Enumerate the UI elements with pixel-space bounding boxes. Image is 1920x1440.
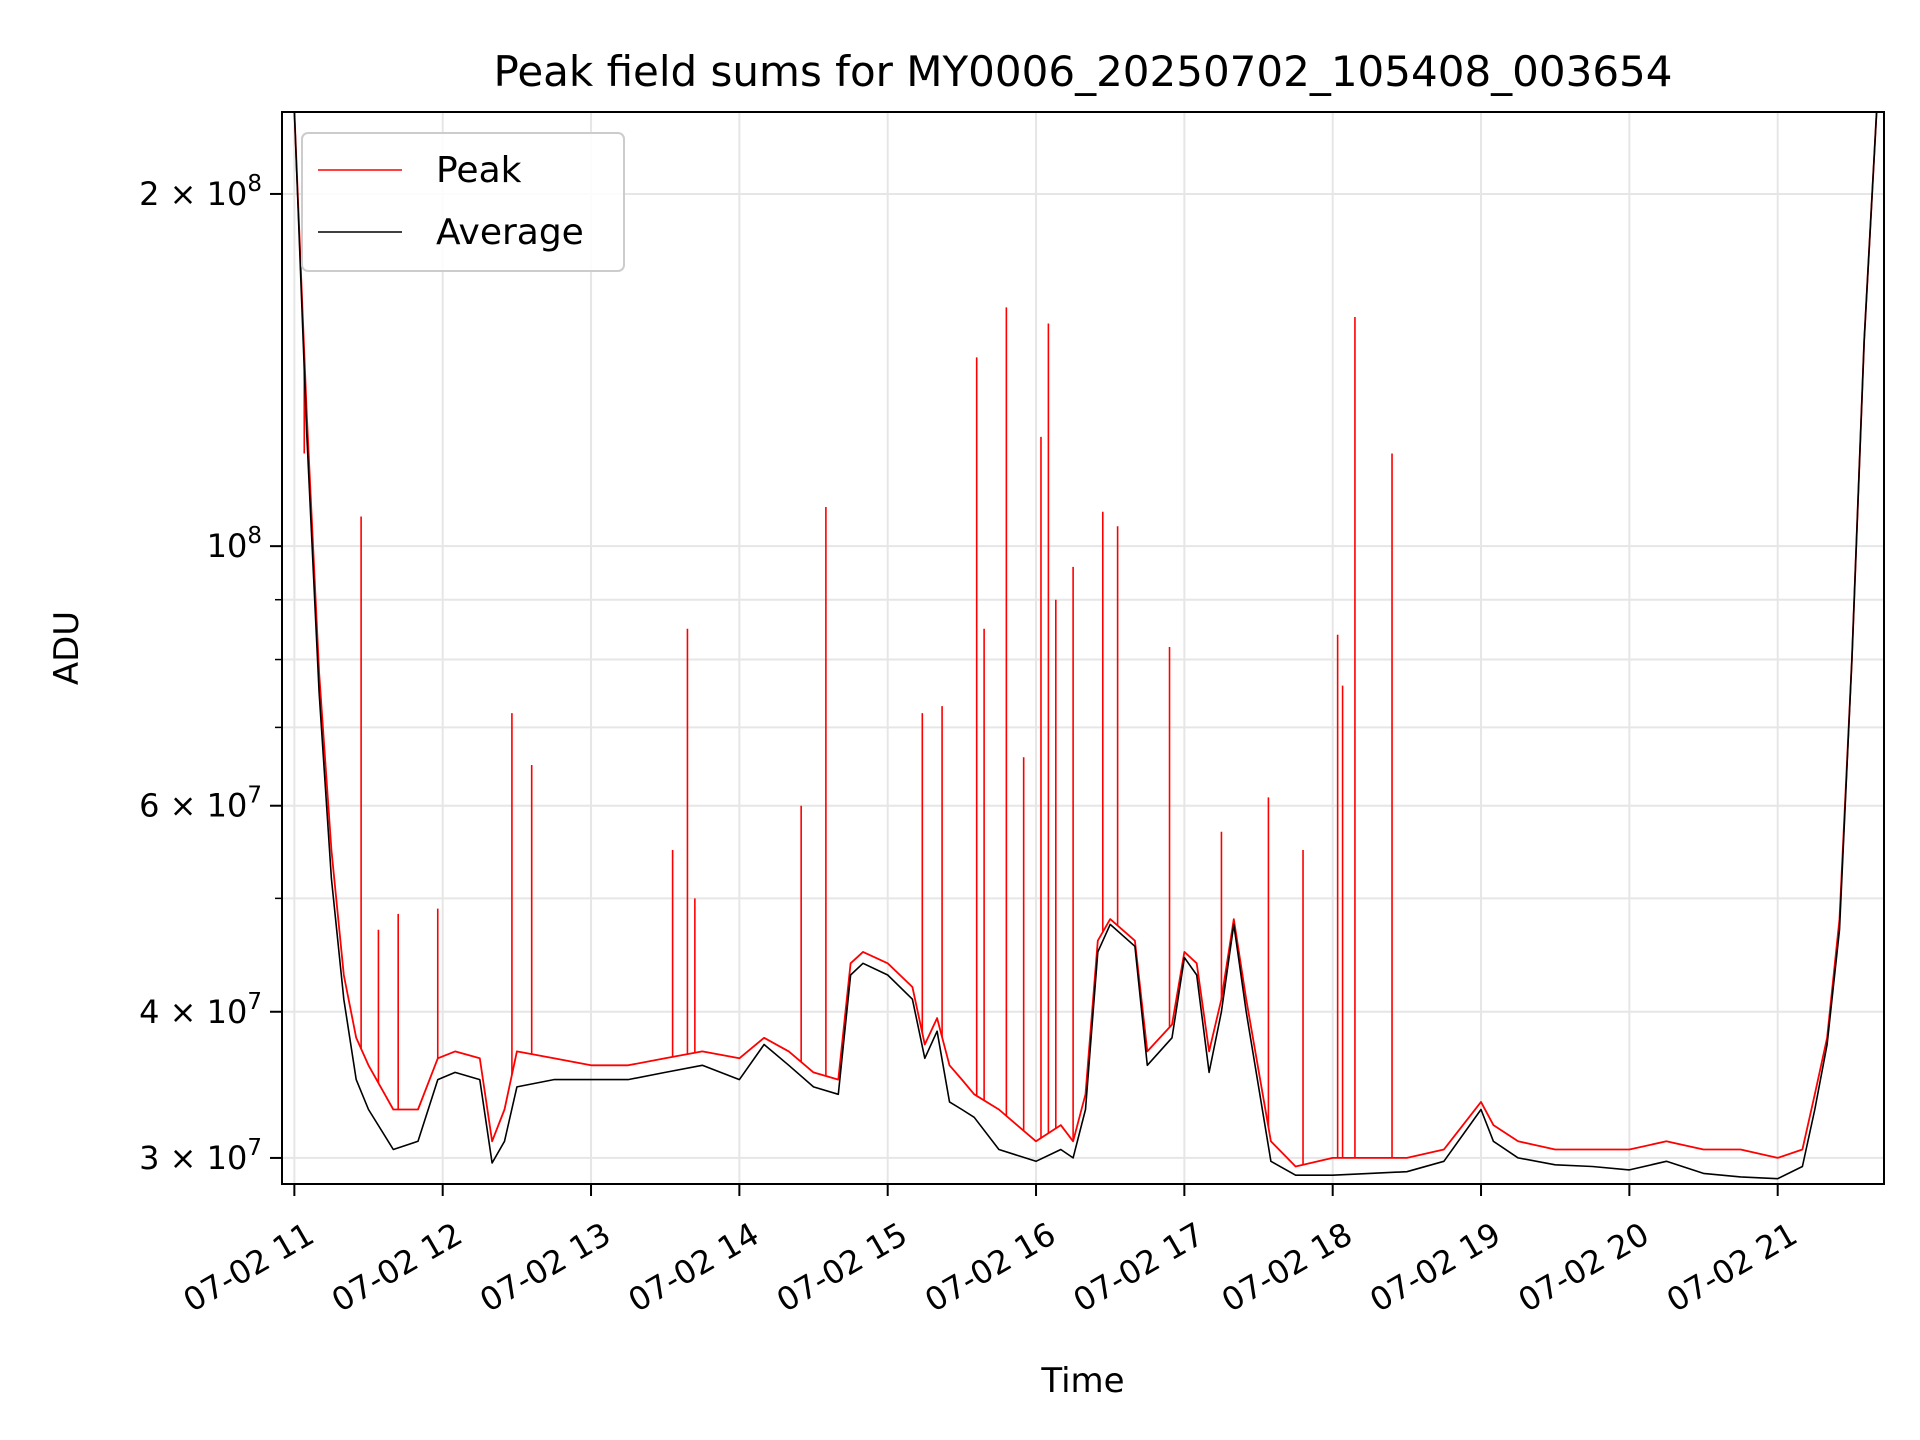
y-tick-label: 2 × 108: [139, 171, 262, 213]
series-layer: [293, 112, 1878, 1180]
legend-label-peak: Peak: [436, 150, 522, 191]
y-tick-label: 3 × 107: [139, 1135, 262, 1177]
y-tick-label: 108: [207, 523, 262, 565]
y-axis-label: ADU: [47, 611, 87, 685]
x-axis-label: Time: [1040, 1361, 1124, 1401]
plot-frame: [281, 111, 1885, 1185]
y-axis-ticks: 3 × 107 4 × 107 6 × 107 108 2 × 108: [139, 171, 282, 1177]
chart-title: Peak field sums for MY0006_20250702_1054…: [493, 47, 1672, 96]
legend: Peak Average: [301, 132, 625, 272]
y-tick-label: 4 × 107: [139, 989, 262, 1031]
legend-label-average: Average: [436, 212, 584, 253]
series-line-peak: [293, 112, 1878, 1168]
series-line-average: [293, 112, 1878, 1180]
grid: [282, 112, 1884, 1184]
y-tick-label: 6 × 107: [139, 783, 262, 825]
legend-box: [301, 132, 625, 272]
